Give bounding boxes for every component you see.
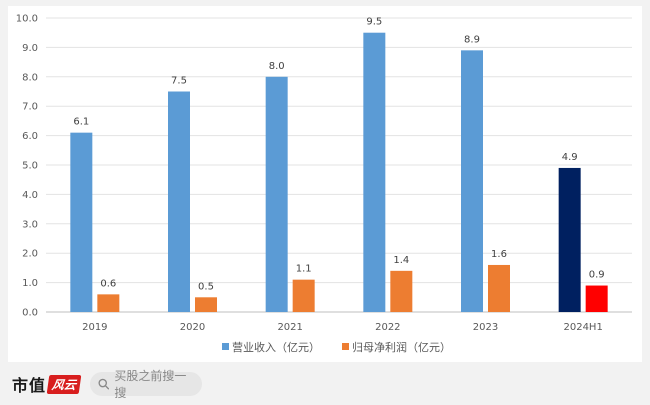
- profit-bar: [488, 264, 510, 312]
- profit-bar: [585, 285, 608, 312]
- y-tick-label: 10.0: [16, 14, 38, 25]
- chart-card: 0.0 1.0 2.0 3.0 4.0 5.0 6.0 7.0 8.0 9.0 10.0 6.1 0.6…: [8, 6, 642, 362]
- y-tick-label: 5.0: [22, 161, 38, 172]
- revenue-profit-bar-chart: 0.0 1.0 2.0 3.0 4.0 5.0 6.0 7.0 8.0 9.0 10.0 6.1 0.6…: [16, 14, 632, 354]
- y-tick-label: 8.0: [22, 72, 38, 83]
- data-label: 9.5: [366, 17, 382, 28]
- data-label: 0.6: [100, 278, 116, 289]
- shizhi-logo: 市值 风云: [12, 372, 82, 396]
- x-category-label: 2023: [473, 322, 498, 333]
- revenue-bar: [168, 91, 190, 312]
- revenue-bar: [363, 32, 386, 312]
- search-placeholder: 买股之前搜一搜: [114, 369, 187, 400]
- revenue-bar: [558, 167, 581, 312]
- profit-bar: [292, 279, 315, 312]
- revenue-bar: [70, 132, 93, 312]
- y-tick-label: 0.0: [22, 308, 38, 319]
- legend-swatch-revenue: [222, 343, 229, 350]
- data-label: 1.1: [296, 264, 312, 275]
- data-label: 6.1: [73, 117, 89, 128]
- y-tick-label: 9.0: [22, 43, 38, 54]
- data-label: 8.9: [464, 34, 480, 45]
- y-tick-label: 3.0: [22, 219, 38, 230]
- y-tick-label: 2.0: [22, 249, 38, 260]
- x-category-label: 2019: [82, 322, 107, 333]
- logo-badge: 风云: [46, 374, 82, 394]
- profit-bar: [195, 297, 217, 312]
- profit-bar: [390, 270, 413, 312]
- y-tick-label: 1.0: [22, 278, 38, 289]
- search-icon: [98, 378, 110, 390]
- x-category-label: 2021: [277, 322, 302, 333]
- revenue-bar: [265, 76, 288, 312]
- legend-label-revenue: 营业收入（亿元）: [232, 340, 320, 354]
- legend-label-profit: 归母净利润（亿元）: [352, 340, 451, 354]
- data-label: 1.4: [393, 255, 409, 266]
- data-label: 8.0: [269, 61, 285, 72]
- y-tick-label: 4.0: [22, 190, 38, 201]
- data-label: 1.6: [491, 249, 507, 260]
- footer-bar: 市值 风云 买股之前搜一搜: [8, 368, 642, 400]
- logo-text: 市值: [12, 376, 47, 395]
- x-category-label: 2022: [375, 322, 400, 333]
- data-label: 0.9: [589, 270, 605, 281]
- revenue-bar: [461, 50, 483, 313]
- x-category-label: 2020: [180, 322, 205, 333]
- search-box[interactable]: 买股之前搜一搜: [90, 369, 203, 400]
- legend-swatch-profit: [342, 343, 349, 350]
- profit-bar: [97, 294, 120, 312]
- data-label: 4.9: [562, 152, 578, 163]
- y-tick-label: 6.0: [22, 131, 38, 142]
- x-category-label: 2024H1: [563, 322, 602, 333]
- data-label: 0.5: [198, 281, 214, 292]
- data-label: 7.5: [171, 76, 187, 87]
- y-tick-label: 7.0: [22, 102, 38, 113]
